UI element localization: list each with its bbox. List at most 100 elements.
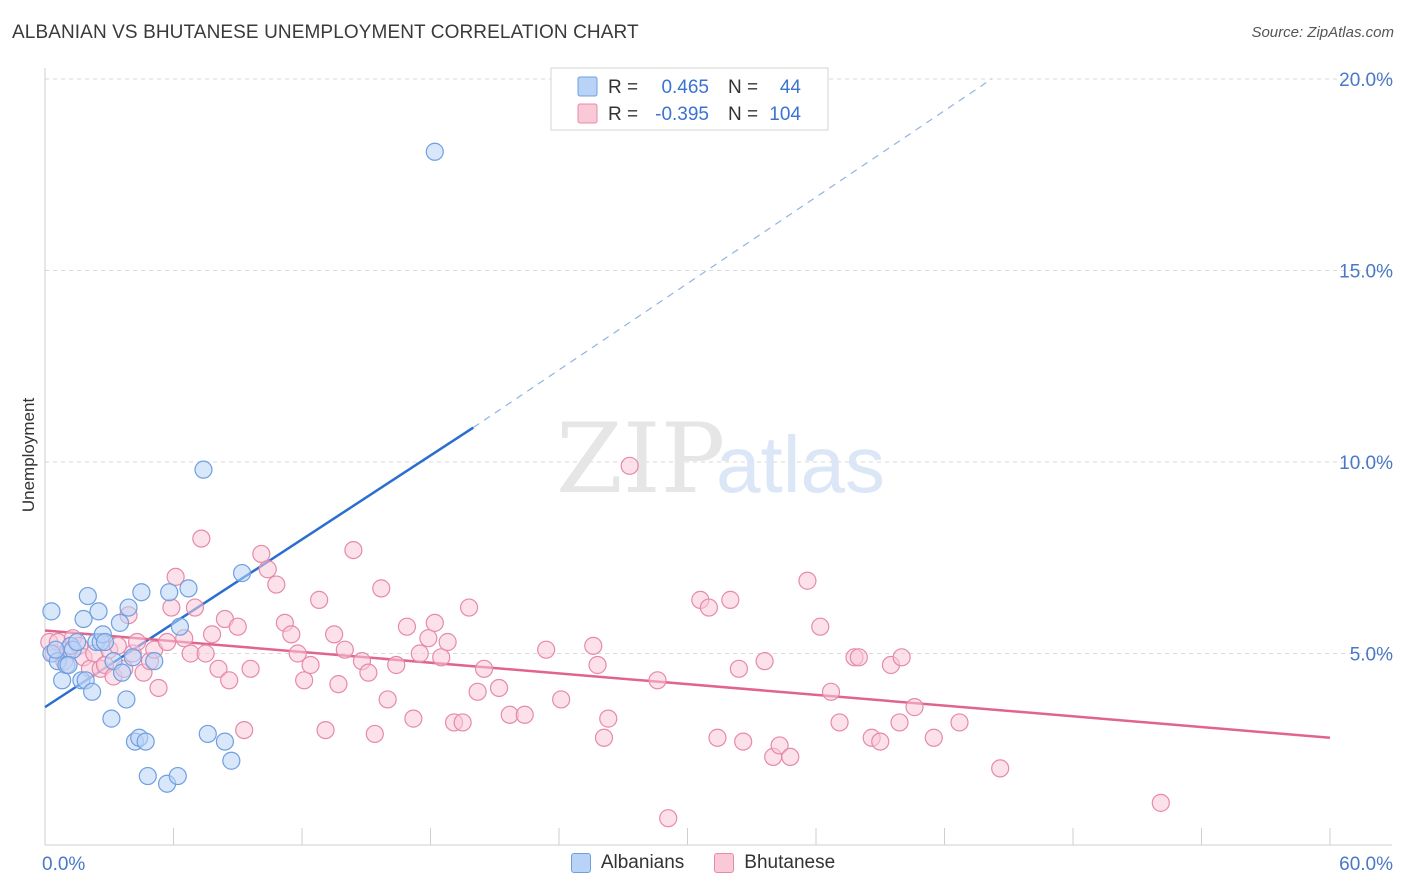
y-axis-label: Unemployment <box>19 398 38 513</box>
legend-n-value-2: 104 <box>769 104 801 125</box>
albanians-point <box>68 632 87 652</box>
bhutanese-point <box>781 747 800 767</box>
axes <box>44 68 1392 846</box>
albanians-point <box>194 460 213 479</box>
y-tick-label: 10.0% <box>1339 453 1393 474</box>
legend-item-bhutanese: Bhutanese <box>714 852 835 874</box>
bhutanese-point <box>267 575 286 594</box>
legend-r-value-2: -0.395 <box>655 104 709 125</box>
bhutanese-point <box>310 590 329 609</box>
legend-n-label-1: N = <box>728 77 758 98</box>
bhutanese-point <box>849 648 868 667</box>
bhutanese-point <box>588 655 607 675</box>
bhutanese-point <box>453 713 472 732</box>
bhutanese-point <box>335 640 354 659</box>
bhutanese-point <box>419 629 438 648</box>
bhutanese-point <box>821 682 841 701</box>
bhutanese-point <box>811 617 830 636</box>
bhutanese-point <box>329 675 348 694</box>
bhutanese-point <box>830 713 849 732</box>
bhutanese-point <box>890 713 909 732</box>
y-tick-label: 20.0% <box>1339 70 1393 91</box>
bhutanese-point <box>372 579 391 598</box>
bhutanese-point <box>552 690 571 709</box>
bhutanese-point <box>252 544 271 564</box>
bhutanese-point <box>871 732 890 751</box>
legend-swatch-albanians <box>577 76 598 97</box>
bhutanese-point <box>537 640 556 659</box>
bhutanese-point <box>950 713 969 732</box>
bhutanese-point <box>699 598 719 617</box>
y-tick-labels: 5.0% 10.0% 15.0% 20.0% <box>1339 70 1393 666</box>
x-tick-label: 0.0% <box>42 854 85 875</box>
bhutanese-point <box>474 659 494 678</box>
bhutanese-point <box>425 613 444 632</box>
albanians-point <box>123 648 142 667</box>
albanians-point <box>102 709 121 728</box>
legend-n-value-1: 44 <box>780 77 802 98</box>
albanians-point <box>179 579 198 598</box>
trend-line-bhutanese <box>44 629 1331 740</box>
albanians-point <box>53 671 72 690</box>
source-label: Source: ZipAtlas.com <box>1251 24 1394 41</box>
y-tick-label: 15.0% <box>1339 262 1393 283</box>
bhutanese-point <box>734 732 753 751</box>
albanians-point <box>168 766 187 786</box>
legend-label-bhutanese: Bhutanese <box>744 852 836 873</box>
bhutanese-point <box>196 644 215 663</box>
bhutanese-point <box>659 809 678 828</box>
bhutanese-point <box>241 659 260 678</box>
bhutanese-point <box>991 759 1010 778</box>
bhutanese-point <box>924 728 943 747</box>
legend-bottom: Albanians Bhutanese <box>0 852 1406 874</box>
albanians-point <box>136 732 155 751</box>
albanians-point <box>145 652 164 671</box>
bhutanese-point <box>325 625 344 644</box>
albanians-point <box>74 609 93 629</box>
albanians-point <box>110 613 130 632</box>
albanians-point <box>95 632 115 652</box>
bhutanese-point <box>228 617 247 636</box>
trend-line-albanians-extension <box>472 78 992 429</box>
albanians-point <box>138 766 157 786</box>
bhutanese-point <box>344 540 363 560</box>
albanians-point <box>83 682 102 701</box>
watermark: ZIP atlas <box>556 403 885 515</box>
bhutanese-point <box>594 728 614 747</box>
bhutanese-point <box>166 567 185 587</box>
bhutanese-point <box>489 678 509 698</box>
legend-swatch-bhutanese <box>577 103 598 124</box>
bhutanese-point <box>258 560 277 579</box>
albanians-point <box>42 602 61 621</box>
bhutanese-point <box>438 632 457 652</box>
bhutanese-point <box>599 709 618 728</box>
bhutanese-point <box>729 659 749 678</box>
legend-r-value-1: 0.465 <box>661 77 709 98</box>
legend-top: R = 0.465 N = 44 R = -0.395 N = 104 <box>550 67 829 131</box>
legend-n-label-2: N = <box>728 104 758 125</box>
bhutanese-point <box>288 644 307 663</box>
albanians-point <box>170 617 190 636</box>
x-tick-label: 60.0% <box>1339 854 1393 875</box>
albanians-point <box>425 142 444 161</box>
albanians-point <box>198 724 217 744</box>
legend-label-albanians: Albanians <box>600 852 685 873</box>
legend-swatch-albanians <box>570 853 591 873</box>
y-tick-label: 5.0% <box>1350 645 1393 666</box>
albanians-point <box>232 563 252 583</box>
bhutanese-point <box>209 659 228 678</box>
bhutanese-point <box>892 648 911 667</box>
bhutanese-point <box>378 690 397 709</box>
legend-r-label-1: R = <box>608 77 638 98</box>
bhutanese-point <box>149 678 168 698</box>
chart-title: ALBANIAN VS BHUTANESE UNEMPLOYMENT CORRE… <box>12 22 639 43</box>
bhutanese-point <box>235 720 254 740</box>
bhutanese-point <box>301 655 320 675</box>
bhutanese-point <box>1151 793 1170 812</box>
bhutanese-point <box>359 663 378 682</box>
albanians-point <box>160 583 179 602</box>
bhutanese-point <box>708 728 727 747</box>
bhutanese-point <box>295 671 314 690</box>
bhutanese-point <box>648 671 667 690</box>
